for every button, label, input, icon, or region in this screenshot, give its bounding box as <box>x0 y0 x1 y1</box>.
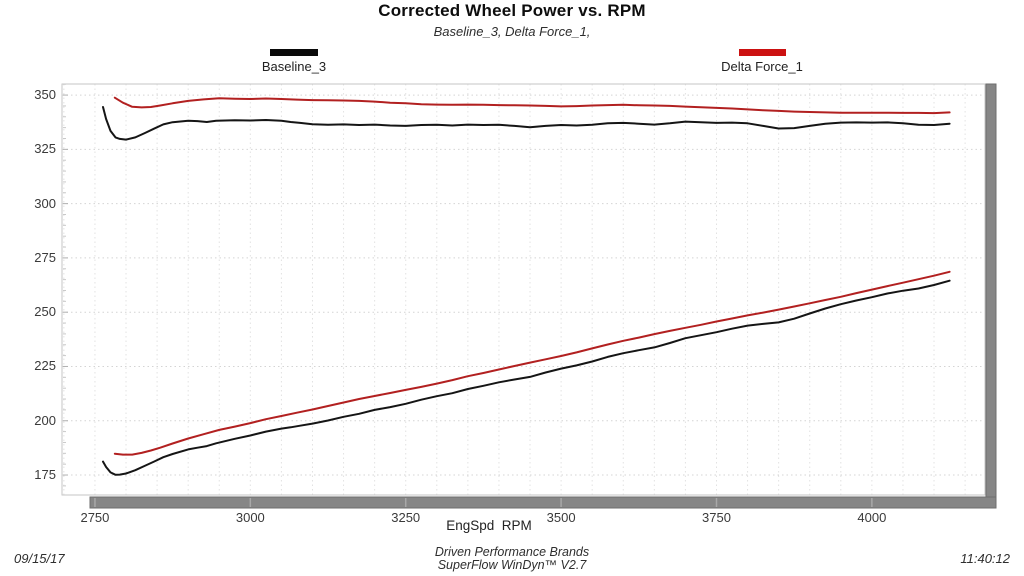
chart-title: Corrected Wheel Power vs. RPM <box>378 1 646 20</box>
chart-subtitle: Baseline_3, Delta Force_1, <box>433 24 591 39</box>
baseline3-line-swatch <box>270 49 318 56</box>
deltaforce1-line-swatch <box>739 49 786 56</box>
x-axis-title: EngSpd RPM <box>446 518 532 533</box>
y-tick-label: 250 <box>34 304 56 320</box>
x-tick-label: 3500 <box>546 510 576 525</box>
y-tick-label: 225 <box>34 358 56 374</box>
y-tick-label: 275 <box>34 249 56 265</box>
date-stamp: 09/15/17 <box>14 551 65 566</box>
bottom-scrollbar[interactable] <box>89 496 997 509</box>
x-tick-label: 4000 <box>857 510 887 525</box>
y-tick-label: 200 <box>34 412 56 428</box>
y-tick-label: 350 <box>34 87 56 103</box>
series-line-baseline-3-torque <box>102 106 951 141</box>
series-line-baseline-3-power <box>102 279 951 476</box>
baseline3-legend-label: Baseline_3 <box>261 59 327 74</box>
footer-software: SuperFlow WinDyn™ V2.7 <box>437 558 587 572</box>
series-line-delta-force-1-power <box>113 270 951 456</box>
footer-brand: Driven Performance Brands <box>434 545 590 559</box>
plot-border <box>61 83 986 496</box>
x-tick-label: 3750 <box>702 510 731 525</box>
right-scrollbar[interactable] <box>985 83 997 509</box>
x-tick-label: 2750 <box>80 510 110 525</box>
y-tick-label: 175 <box>34 467 56 483</box>
time-stamp: 11:40:12 <box>960 551 1010 566</box>
x-tick-label: 3000 <box>235 510 265 525</box>
y-tick-label: 300 <box>34 195 56 211</box>
x-tick-label: 3250 <box>391 510 421 525</box>
deltaforce1-legend-label: Delta Force_1 <box>721 59 803 74</box>
series-line-delta-force-1-torque <box>113 96 951 115</box>
y-tick-label: 325 <box>34 141 56 157</box>
